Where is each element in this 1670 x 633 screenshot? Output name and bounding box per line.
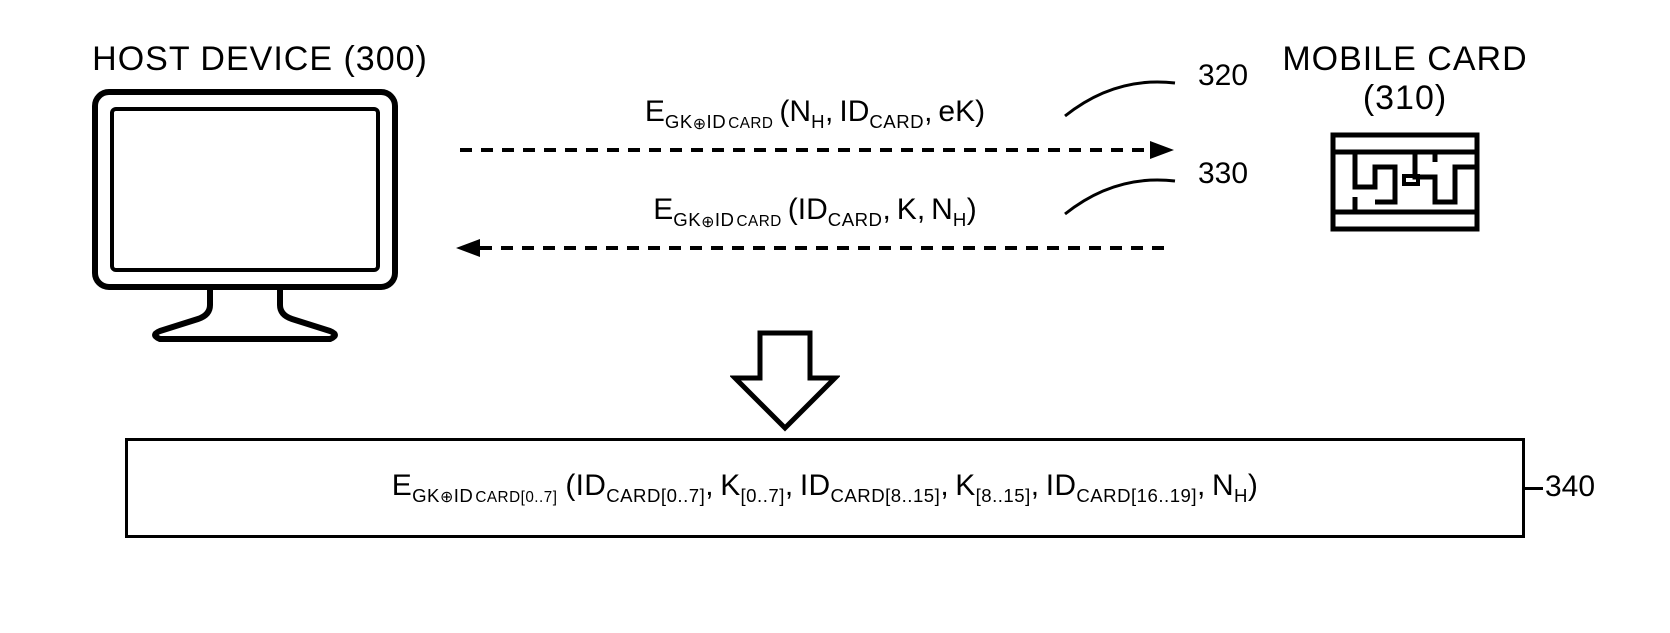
diagram-root: HOST DEVICE (300) EGK⊕ID CARD (NH, IDCAR…	[90, 40, 1590, 352]
leader-320	[1060, 71, 1190, 121]
e-prefix: E	[645, 95, 665, 128]
down-arrow-icon	[730, 328, 840, 433]
host-title: HOST DEVICE (300)	[90, 40, 430, 79]
mobile-card-block: MOBILE CARD (310)	[1260, 40, 1550, 237]
monitor-icon	[90, 87, 400, 347]
e-prefix: E	[653, 193, 673, 226]
ref-320: 320	[1198, 59, 1248, 93]
chip-icon	[1330, 132, 1480, 232]
message-column: EGK⊕ID CARD (NH, IDCARD, eK) 320 EGK⊕ID …	[450, 95, 1180, 283]
result-formula: EGK⊕ID CARD[0..7] (IDCARD[0..7], K[0..7]…	[392, 469, 1258, 508]
ref-330: 330	[1198, 157, 1248, 191]
arrow-330	[450, 236, 1180, 260]
arrow-320	[450, 138, 1180, 162]
leader-330	[1060, 169, 1190, 219]
host-device-block: HOST DEVICE (300)	[90, 40, 430, 352]
card-title: MOBILE CARD (310)	[1260, 40, 1550, 118]
result-tick	[1525, 487, 1543, 490]
top-row: HOST DEVICE (300) EGK⊕ID CARD (NH, IDCAR…	[90, 40, 1590, 352]
message-330-row: EGK⊕ID CARD (IDCARD, K, NH) 330	[450, 193, 1180, 283]
result-box: EGK⊕ID CARD[0..7] (IDCARD[0..7], K[0..7]…	[125, 438, 1525, 538]
ref-340: 340	[1545, 470, 1595, 504]
